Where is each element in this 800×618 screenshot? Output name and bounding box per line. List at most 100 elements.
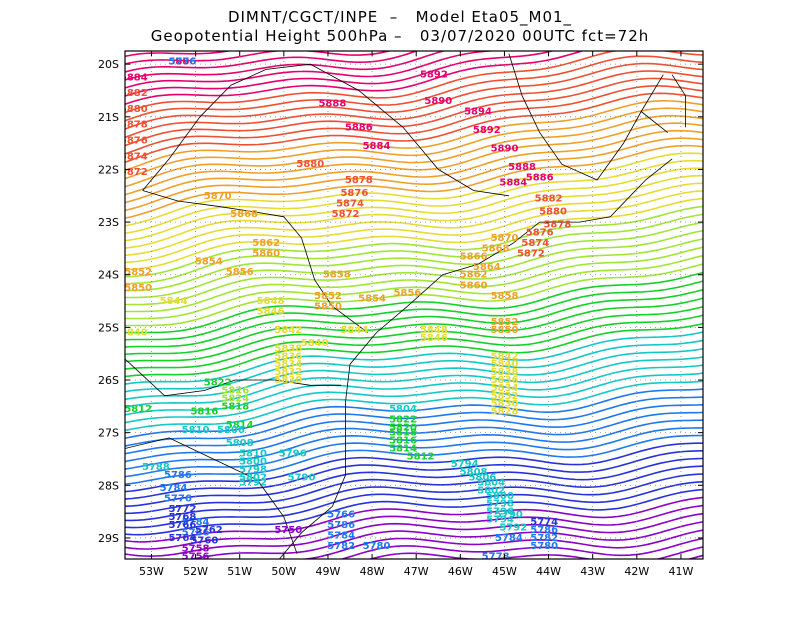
contour-label: 5784 bbox=[160, 483, 188, 494]
lat-tick-label: 27S bbox=[98, 427, 119, 440]
contour-line bbox=[125, 403, 703, 455]
contour-line bbox=[125, 411, 703, 463]
contour-line bbox=[125, 434, 703, 485]
contour-label: 5870 bbox=[491, 233, 519, 244]
contour-label: 5876 bbox=[120, 136, 148, 147]
contour-label: 5882 bbox=[535, 193, 563, 204]
contour-line bbox=[299, 529, 703, 559]
contour-lines bbox=[125, 51, 703, 559]
contour-label: 5808 bbox=[460, 467, 488, 478]
contour-line bbox=[125, 159, 703, 235]
contour-label: 5816 bbox=[190, 407, 218, 418]
contour-line bbox=[125, 305, 703, 363]
contour-label: 5842 bbox=[274, 325, 302, 336]
lat-tick-label: 22S bbox=[98, 163, 119, 176]
contour-line bbox=[125, 473, 703, 522]
contour-label: 5884 bbox=[499, 178, 527, 189]
contour-label: 5886 bbox=[345, 122, 373, 133]
lon-tick-label: 52W bbox=[183, 565, 208, 578]
coast-line bbox=[508, 53, 664, 181]
contour-line bbox=[125, 190, 703, 264]
lon-tick-label: 48W bbox=[360, 565, 385, 578]
contour-label: 5844 bbox=[160, 296, 188, 307]
contour-label: 5832 bbox=[274, 367, 302, 378]
contour-label: 5836 bbox=[274, 351, 302, 362]
contour-label: 5858 bbox=[323, 270, 351, 281]
contour-label: 5776 bbox=[168, 57, 196, 68]
contour-line bbox=[339, 537, 703, 559]
contour-label: 5856 bbox=[393, 288, 421, 299]
contour-label: 5836 bbox=[491, 375, 519, 386]
coast-line bbox=[125, 437, 298, 554]
contour-label: 5818 bbox=[389, 428, 417, 439]
contour-label: 5784 bbox=[327, 530, 355, 541]
contour-line bbox=[125, 174, 703, 249]
contour-line bbox=[125, 364, 703, 416]
lon-tick-label: 42W bbox=[624, 565, 649, 578]
contour-label: 5858 bbox=[491, 291, 519, 302]
contour-label: 5780 bbox=[530, 541, 558, 552]
contour-label: 5874 bbox=[120, 151, 148, 162]
contour-label: 5774 bbox=[530, 517, 558, 528]
contour-line bbox=[125, 450, 703, 500]
contour-label: 5870 bbox=[204, 191, 232, 202]
contour-line bbox=[125, 100, 703, 172]
contour-label: 5872 bbox=[120, 167, 148, 178]
contour-line bbox=[125, 356, 703, 408]
contour-line bbox=[125, 51, 703, 114]
contour-label: 5838 bbox=[491, 367, 519, 378]
contour-line bbox=[125, 496, 703, 543]
lat-tick-label: 29S bbox=[98, 532, 119, 545]
lon-tick-label: 53W bbox=[139, 565, 164, 578]
contour-label: 5798 bbox=[486, 499, 514, 510]
contour-label: 5846 bbox=[257, 307, 285, 318]
contour-line bbox=[125, 114, 703, 188]
contour-label: 5834 bbox=[491, 383, 519, 394]
contour-line bbox=[125, 419, 703, 470]
contour-label: 5820 bbox=[389, 422, 417, 433]
contour-label: 5822 bbox=[204, 378, 232, 389]
lat-tick-label: 24S bbox=[98, 269, 119, 282]
contour-label: 5862 bbox=[252, 238, 280, 249]
contour-line bbox=[125, 51, 556, 97]
contour-label: 5868 bbox=[482, 243, 510, 254]
contour-label: 5880 bbox=[120, 104, 148, 115]
lon-tick-label: 50W bbox=[271, 565, 296, 578]
contour-line bbox=[125, 137, 703, 212]
axis-ticks: 53W 52W 51W 50W 49W 48W 47W 46W 45W 44W 43W 42W 41W 2… bbox=[98, 51, 703, 578]
contour-label: 5892 bbox=[473, 125, 501, 136]
contour-label: 5832 bbox=[491, 391, 519, 402]
contour-line bbox=[125, 271, 703, 334]
contour-line bbox=[125, 129, 703, 204]
contour-label: 5868 bbox=[230, 209, 258, 220]
contour-label: 5794 bbox=[486, 515, 514, 526]
contour-label: 5790 bbox=[288, 472, 316, 483]
contour-label: 5814 bbox=[226, 420, 254, 431]
contour-label: 5786 bbox=[530, 525, 558, 536]
chart-title-line2: Geopotential Height 500hPa – 03/07/2020 … bbox=[150, 27, 650, 45]
contour-label: 5798 bbox=[239, 465, 267, 476]
contour-line bbox=[125, 85, 703, 155]
contour-label: 5852 bbox=[491, 317, 519, 328]
lon-tick-label: 44W bbox=[536, 565, 561, 578]
contour-label: 5804 bbox=[389, 404, 417, 415]
contour-line bbox=[125, 297, 703, 356]
contour-label: 5794 bbox=[451, 459, 479, 470]
contour-label: 5848 bbox=[257, 296, 285, 307]
contour-label: 5842 bbox=[491, 351, 519, 362]
contour-line bbox=[125, 51, 500, 89]
contour-label: 5834 bbox=[274, 359, 302, 370]
contour-label: 5786 bbox=[164, 470, 192, 481]
contour-label: 5874 bbox=[521, 238, 549, 249]
contour-line bbox=[125, 229, 703, 299]
contour-label: 5758 bbox=[182, 544, 210, 555]
contour-label: 5824 bbox=[221, 393, 249, 404]
lon-tick-label: 51W bbox=[227, 565, 252, 578]
contour-line bbox=[125, 51, 585, 106]
contour-line bbox=[125, 182, 703, 257]
lat-tick-label: 23S bbox=[98, 216, 119, 229]
contour-label: 5760 bbox=[190, 536, 218, 547]
contour-label: 5812 bbox=[124, 404, 152, 415]
contour-label: 5812 bbox=[407, 451, 435, 462]
contour-label: 5810 bbox=[239, 449, 267, 460]
